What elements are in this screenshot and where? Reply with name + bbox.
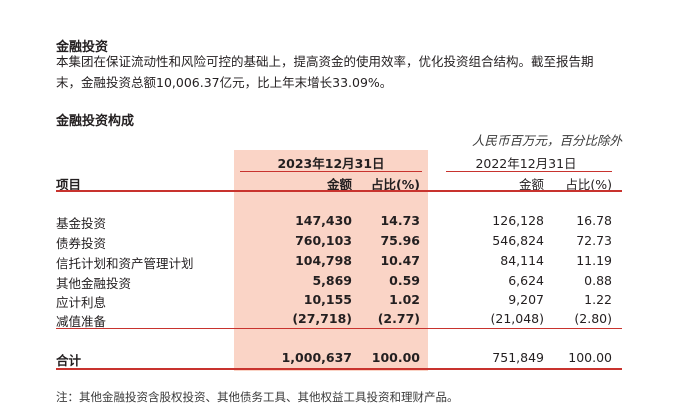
row-label: 信托计划和资产管理计划: [56, 256, 194, 271]
total-amount-2022: 751,849: [492, 350, 544, 365]
period-prior-header: 2022年12月31日: [475, 156, 577, 171]
col-header-amount-2022: 金额: [518, 177, 544, 192]
total-label: 合计: [56, 353, 82, 368]
cell-amount-2022: 9,207: [508, 292, 544, 307]
cell-pct-2022: 16.78: [576, 213, 612, 228]
period-current-header: 2023年12月31日: [277, 156, 385, 171]
period-current-underline: [240, 171, 422, 172]
col-header-item: 项目: [56, 177, 82, 192]
row-label: 应计利息: [56, 295, 107, 310]
cell-amount-2023: 10,155: [303, 292, 352, 307]
paragraph-line-1: 本集团在保证流动性和风险可控的基础上，提高资金的使用效率，优化投资组合结构。截至…: [56, 54, 594, 69]
section-title-composition: 金融投资构成: [56, 114, 135, 129]
cell-pct-2023: 10.47: [380, 253, 420, 268]
footnote: 注：其他金融投资含股权投资、其他债务工具、其他权益工具投资和理财产品。: [56, 390, 459, 404]
cell-amount-2022: 126,128: [492, 213, 544, 228]
cell-pct-2023: 0.59: [389, 273, 420, 288]
cell-amount-2023: 5,869: [312, 273, 352, 288]
cell-pct-2022: 11.19: [576, 253, 612, 268]
cell-pct-2023: 1.02: [389, 292, 420, 307]
total-pct-2022: 100.00: [568, 350, 612, 365]
current-year-highlight: [234, 150, 428, 371]
cell-amount-2023: 147,430: [295, 213, 352, 228]
cell-amount-2022: 6,624: [508, 273, 544, 288]
cell-pct-2022: 72.73: [576, 233, 612, 248]
section-title-financial-investment: 金融投资: [56, 40, 109, 55]
col-header-amount-2023: 金额: [326, 177, 352, 192]
cell-pct-2022: 0.88: [584, 273, 612, 288]
row-label: 基金投资: [56, 216, 107, 231]
cell-amount-2022: (21,048): [490, 311, 545, 326]
period-prior-underline: [446, 171, 612, 172]
cell-pct-2022: 1.22: [584, 292, 612, 307]
total-amount-2023: 1,000,637: [281, 350, 352, 365]
unit-note: 人民币百万元，百分比除外: [471, 133, 622, 148]
col-header-pct-2023: 占比(%): [371, 177, 420, 192]
cell-amount-2023: 104,798: [295, 253, 352, 268]
cell-pct-2023: 75.96: [380, 233, 420, 248]
subtotal-rule: [56, 328, 622, 329]
row-label: 减值准备: [56, 314, 107, 329]
row-label: 其他金融投资: [56, 276, 132, 291]
cell-amount-2023: (27,718): [292, 311, 352, 326]
table-bottom-rule: [56, 368, 622, 370]
cell-amount-2022: 84,114: [500, 253, 544, 268]
cell-pct-2022: (2.80): [574, 311, 612, 326]
header-rule: [56, 190, 622, 192]
cell-amount-2023: 760,103: [295, 233, 352, 248]
col-header-pct-2022: 占比(%): [565, 177, 612, 192]
cell-amount-2022: 546,824: [492, 233, 544, 248]
paragraph-line-2: 末，金融投资总额10,006.37亿元，比上年末增长33.09%。: [56, 75, 393, 90]
row-label: 债券投资: [56, 236, 107, 251]
total-pct-2023: 100.00: [371, 350, 420, 365]
cell-pct-2023: 14.73: [380, 213, 420, 228]
cell-pct-2023: (2.77): [377, 311, 420, 326]
